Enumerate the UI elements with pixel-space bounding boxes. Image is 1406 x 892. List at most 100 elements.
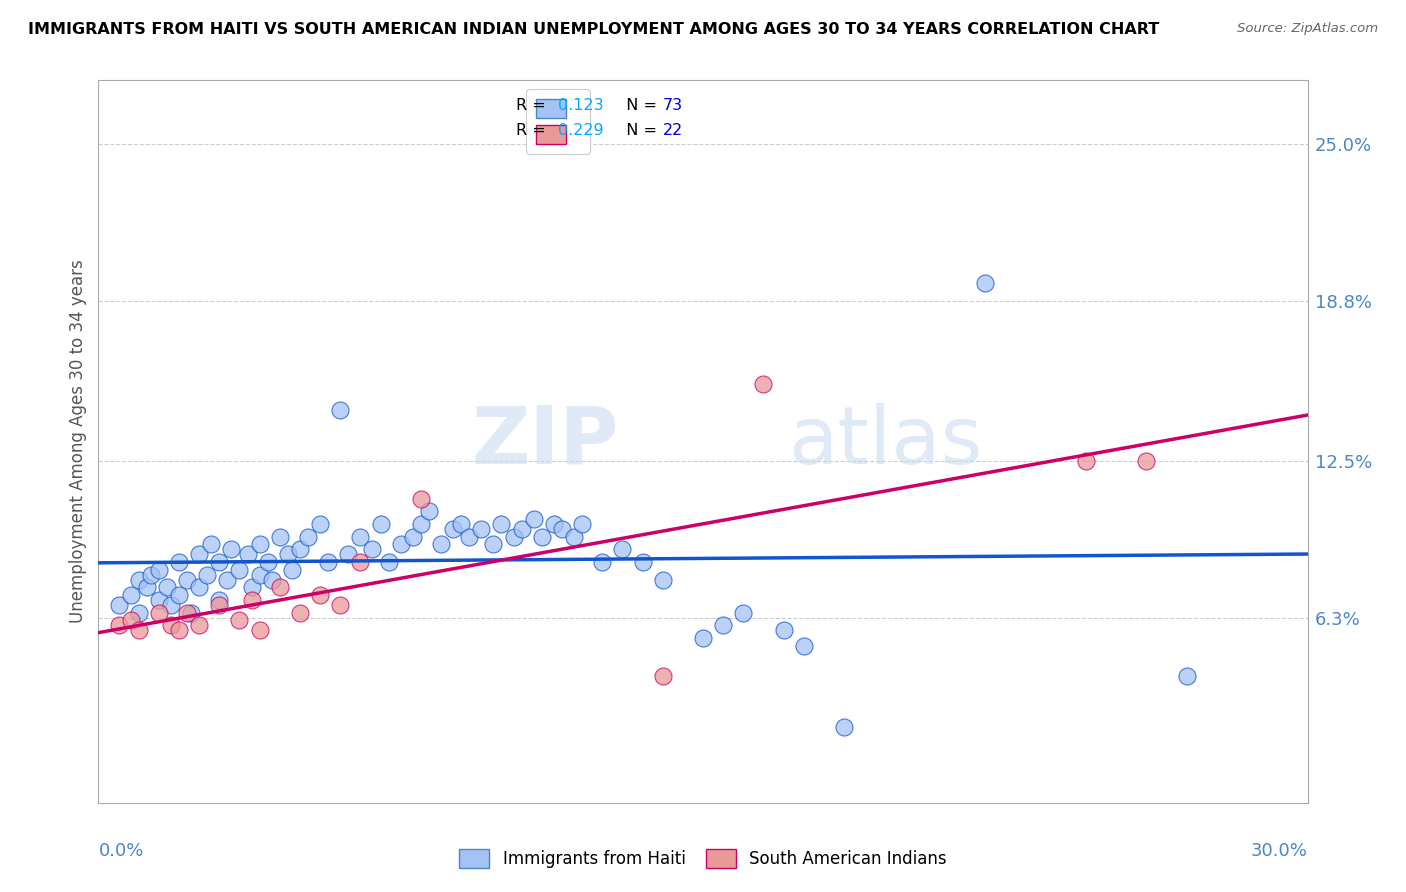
Text: 0.0%: 0.0% [98,842,143,860]
Point [530,530,553,544]
Point [195,567,218,582]
Point [470,522,492,536]
Point [651,669,673,683]
Point [793,639,815,653]
Point [523,512,546,526]
Point [277,547,299,561]
Text: N =: N = [616,123,662,138]
Point [297,530,319,544]
Point [329,402,352,417]
Point [458,530,481,544]
Legend: , : , [526,88,589,153]
Point [562,530,585,544]
Point [692,631,714,645]
Point [309,516,332,531]
Point [208,555,231,569]
Point [156,580,179,594]
Point [167,624,190,638]
Point [316,555,339,569]
Text: Source: ZipAtlas.com: Source: ZipAtlas.com [1237,22,1378,36]
Point [502,530,524,544]
Legend: Immigrants from Haiti, South American Indians: Immigrants from Haiti, South American In… [453,843,953,875]
Point [221,542,243,557]
Point [377,555,399,569]
Point [240,593,263,607]
Text: 0.123: 0.123 [558,98,603,113]
Text: R =: R = [516,123,551,138]
Point [240,580,263,594]
Point [409,516,432,531]
Point [349,555,371,569]
Point [135,580,157,594]
Point [510,522,533,536]
Point [128,606,150,620]
Point [402,530,425,544]
Point [752,377,775,392]
Point [482,537,505,551]
Point [974,276,997,290]
Point [1175,669,1198,683]
Point [571,516,593,531]
Point [491,516,513,531]
Point [160,598,183,612]
Point [188,547,211,561]
Point [1074,453,1097,467]
Point [228,613,250,627]
Point [269,580,291,594]
Point [167,555,190,569]
Point [128,573,150,587]
Point [139,567,162,582]
Point [107,598,129,612]
Point [349,530,371,544]
Point [120,613,142,627]
Text: 22: 22 [664,123,683,138]
Y-axis label: Unemployment Among Ages 30 to 34 years: Unemployment Among Ages 30 to 34 years [69,260,87,624]
Point [249,537,271,551]
Point [441,522,464,536]
Point [160,618,183,632]
Point [418,504,440,518]
Point [148,563,170,577]
Point [120,588,142,602]
Point [281,563,304,577]
Point [269,530,291,544]
Point [228,563,250,577]
Point [733,606,755,620]
Point [651,573,673,587]
Point [389,537,412,551]
Point [430,537,453,551]
Point [188,580,211,594]
Point [107,618,129,632]
Point [409,491,432,506]
Text: N =: N = [616,98,662,113]
Point [309,588,332,602]
Point [148,606,170,620]
Point [288,542,311,557]
Point [249,567,271,582]
Point [337,547,360,561]
Point [180,606,202,620]
Point [176,606,198,620]
Point [249,624,271,638]
Point [361,542,384,557]
Point [167,588,190,602]
Text: 30.0%: 30.0% [1251,842,1308,860]
Text: IMMIGRANTS FROM HAITI VS SOUTH AMERICAN INDIAN UNEMPLOYMENT AMONG AGES 30 TO 34 : IMMIGRANTS FROM HAITI VS SOUTH AMERICAN … [28,22,1160,37]
Point [148,593,170,607]
Point [200,537,222,551]
Text: atlas: atlas [787,402,981,481]
Point [832,720,855,734]
Point [288,606,311,620]
Text: 0.229: 0.229 [558,123,603,138]
Point [188,618,211,632]
Point [217,573,239,587]
Point [260,573,283,587]
Point [176,573,198,587]
Point [612,542,634,557]
Point [450,516,472,531]
Point [551,522,574,536]
Point [631,555,654,569]
Point [370,516,392,531]
Point [236,547,259,561]
Point [128,624,150,638]
